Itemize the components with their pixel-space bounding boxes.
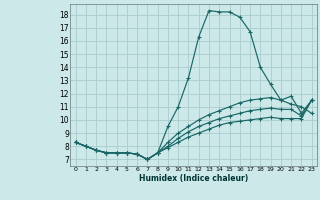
- X-axis label: Humidex (Indice chaleur): Humidex (Indice chaleur): [139, 174, 248, 183]
